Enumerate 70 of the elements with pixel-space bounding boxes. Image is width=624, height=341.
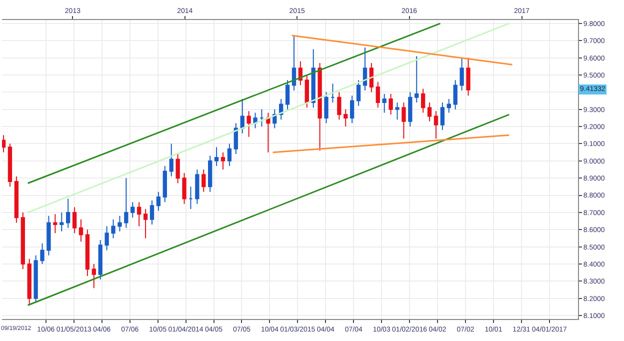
- candlestick: [156, 191, 161, 212]
- candlestick: [292, 34, 296, 91]
- candlestick: [20, 212, 25, 270]
- candlestick: [311, 48, 316, 108]
- candlestick: [324, 92, 328, 124]
- candlestick: [195, 169, 200, 204]
- candlestick: [395, 102, 400, 120]
- candlestick: [220, 152, 226, 170]
- candlestick: [98, 239, 102, 280]
- candlestick: [246, 110, 251, 138]
- candlestick: [150, 200, 154, 225]
- candlestick: [34, 254, 38, 302]
- candlestick: [434, 110, 438, 140]
- candlestick: [460, 57, 464, 91]
- candlestick: [162, 166, 167, 203]
- candlestick: [344, 108, 348, 128]
- candlestick: [92, 264, 96, 289]
- candlestick: [66, 198, 70, 228]
- candlestick: [2, 134, 6, 153]
- candlestick: [318, 62, 322, 152]
- candlestick: [202, 169, 206, 192]
- candlestick: [227, 143, 232, 167]
- candlestick: [362, 46, 368, 91]
- candlestick: [350, 95, 354, 124]
- candlestick: [240, 98, 244, 134]
- candlestick: [369, 62, 374, 93]
- candlestick: [440, 102, 445, 130]
- candlestick: [14, 176, 19, 224]
- candlestick: [188, 186, 193, 210]
- candlestick: [104, 226, 109, 251]
- candlestick: [137, 202, 142, 227]
- candlestick: [388, 93, 393, 116]
- candlestick: [208, 155, 212, 192]
- candlestick: [176, 154, 180, 184]
- candlestick: [85, 229, 90, 277]
- candlestick: [446, 98, 451, 114]
- candlestick: [111, 218, 116, 239]
- candlestick: [60, 212, 64, 232]
- candlestick: [382, 93, 386, 114]
- candlestick: [169, 143, 174, 177]
- candlestick: [330, 83, 335, 103]
- candlestick: [182, 172, 186, 204]
- candlestick: [78, 218, 84, 242]
- candlestick: [402, 102, 406, 140]
- candlestick: [118, 215, 122, 232]
- candlestick: [234, 122, 238, 155]
- candlestick: [356, 80, 361, 106]
- candlestick: [408, 92, 412, 128]
- candlestick: [466, 57, 470, 96]
- candlestick: [46, 215, 51, 256]
- candlestick: [337, 92, 342, 120]
- candlestick: [304, 74, 309, 108]
- candlestick: [72, 206, 77, 234]
- candlestick: [266, 112, 270, 153]
- candlestick: [376, 81, 380, 108]
- candlestick: [27, 258, 32, 306]
- candlestick: [453, 80, 458, 110]
- candlestick: [53, 214, 58, 234]
- candlestick: [130, 202, 135, 218]
- candlestick: [124, 178, 128, 228]
- candlestick: [214, 146, 219, 167]
- candlestick: [8, 143, 12, 188]
- candlestick: [253, 112, 258, 129]
- candlestick: [421, 88, 426, 114]
- candlestick: [414, 56, 419, 103]
- candlestick: [427, 102, 432, 122]
- candlestick: [40, 242, 44, 265]
- candlestick: [285, 80, 290, 110]
- candlestick: [260, 108, 264, 128]
- candlestick: [143, 208, 148, 239]
